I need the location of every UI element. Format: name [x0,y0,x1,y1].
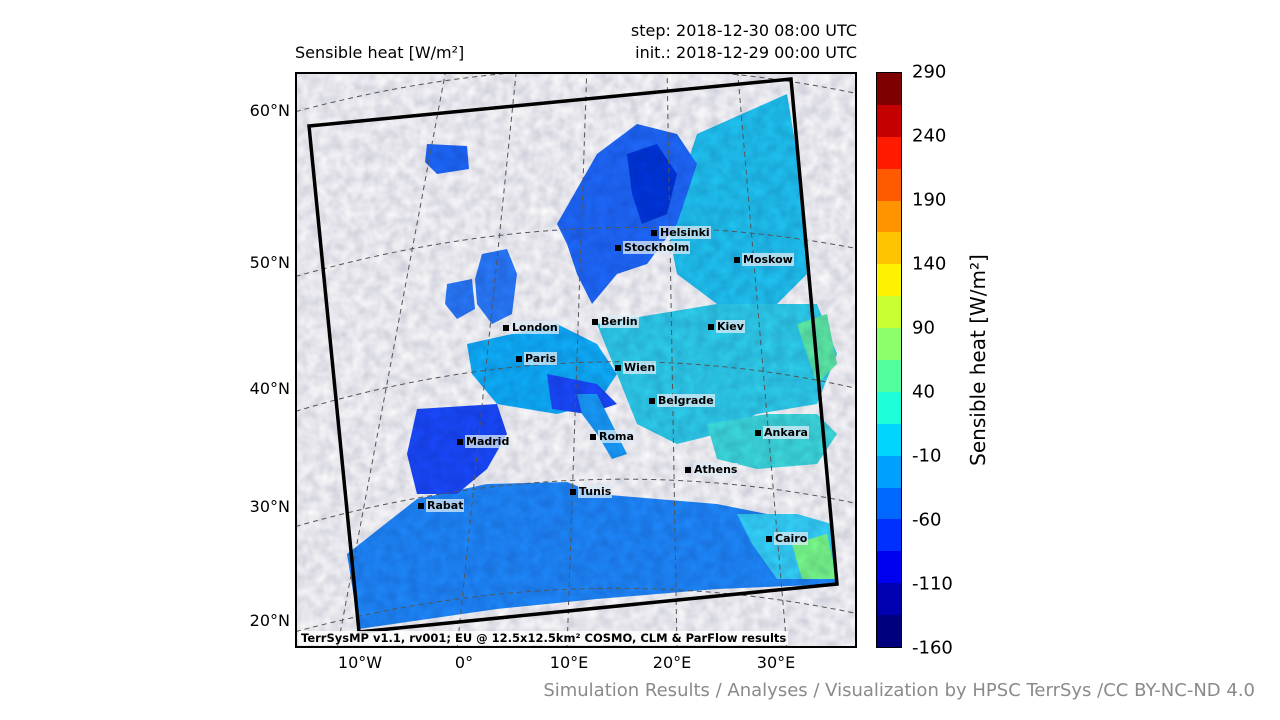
lat-label-40n: 40°N [249,379,290,398]
city-ankara: Ankara [755,426,809,439]
colorbar-segment [877,73,901,105]
lat-label-60n: 60°N [249,101,290,120]
city-paris: Paris [516,352,557,365]
graticule [297,74,855,646]
lon-label-0: 0° [454,653,474,672]
colorbar-tick-minus160: -160 [912,637,953,659]
city-belgrade: Belgrade [649,394,715,407]
colorbar-segment [877,104,901,137]
map-panel: Helsinki Stockholm Moskow London Berlin … [295,72,857,648]
colorbar-tick-minus60: -60 [912,509,942,531]
lon-label-20e: 20°E [652,653,692,672]
colorbar-label: Sensible heat [W/m²] [966,254,990,466]
forecast-init: init.: 2018-12-29 00:00 UTC [635,43,857,62]
domain-boundary [307,77,839,634]
city-wien: Wien [615,361,657,374]
city-madrid: Madrid [457,435,511,448]
colorbar-segment [877,519,901,552]
colorbar-tick-240: 240 [912,125,947,147]
lat-label-30n: 30°N [249,497,290,516]
city-helsinki: Helsinki [651,226,711,239]
colorbar [876,72,902,648]
map-canvas [297,74,855,646]
colorbar-tick-minus10: -10 [912,445,942,467]
city-rabat: Rabat [418,499,465,512]
colorbar-tick-290: 290 [912,61,947,83]
colorbar-tick-90: 90 [912,317,935,339]
city-roma: Roma [590,430,635,443]
city-kiev: Kiev [708,320,745,333]
lon-label-10w: 10°W [337,653,383,672]
colorbar-segment [877,136,901,169]
colorbar-tick-minus110: -110 [912,573,953,595]
colorbar-tick-40: 40 [912,381,935,403]
colorbar-segment [877,583,901,616]
colorbar-segment [877,455,901,488]
colorbar-segment [877,487,901,520]
city-moskow: Moskow [734,253,794,266]
colorbar-segment [877,551,901,584]
colorbar-segment [877,615,901,647]
colorbar-segment [877,328,901,360]
colorbar-segment [877,200,901,233]
city-berlin: Berlin [592,315,639,328]
colorbar-tick-190: 190 [912,189,947,211]
city-cairo: Cairo [766,532,809,545]
colorbar-segment [877,168,901,201]
lat-label-50n: 50°N [249,253,290,272]
credit-line: Simulation Results / Analyses / Visualiz… [543,680,1255,701]
model-caption: TerrSysMP v1.1, rv001; EU @ 12.5x12.5km²… [299,631,789,645]
city-london: London [503,321,559,334]
colorbar-segment [877,360,901,392]
land-field [297,74,855,646]
colorbar-segment [877,423,901,456]
colorbar-segment [877,296,901,329]
colorbar-segment [877,391,901,424]
city-stockholm: Stockholm [615,241,691,254]
city-tunis: Tunis [570,485,613,498]
colorbar-tick-140: 140 [912,253,947,275]
forecast-step: step: 2018-12-30 08:00 UTC [630,21,857,40]
map-title: Sensible heat [W/m²] [295,43,465,62]
lat-label-20n: 20°N [249,611,290,630]
city-athens: Athens [685,463,739,476]
lon-label-30e: 30°E [756,653,796,672]
colorbar-segment [877,232,901,265]
lon-label-10e: 10°E [549,653,589,672]
colorbar-segment [877,264,901,297]
